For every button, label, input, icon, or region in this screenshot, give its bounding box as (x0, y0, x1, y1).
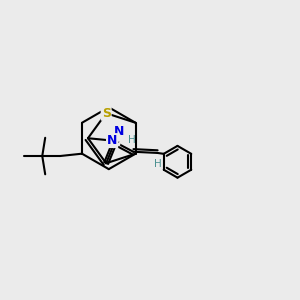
Text: S: S (102, 107, 111, 120)
Text: H: H (128, 135, 136, 145)
Text: N: N (114, 125, 124, 138)
Text: H: H (154, 159, 161, 170)
Text: C: C (112, 135, 119, 145)
Text: N: N (107, 134, 117, 147)
